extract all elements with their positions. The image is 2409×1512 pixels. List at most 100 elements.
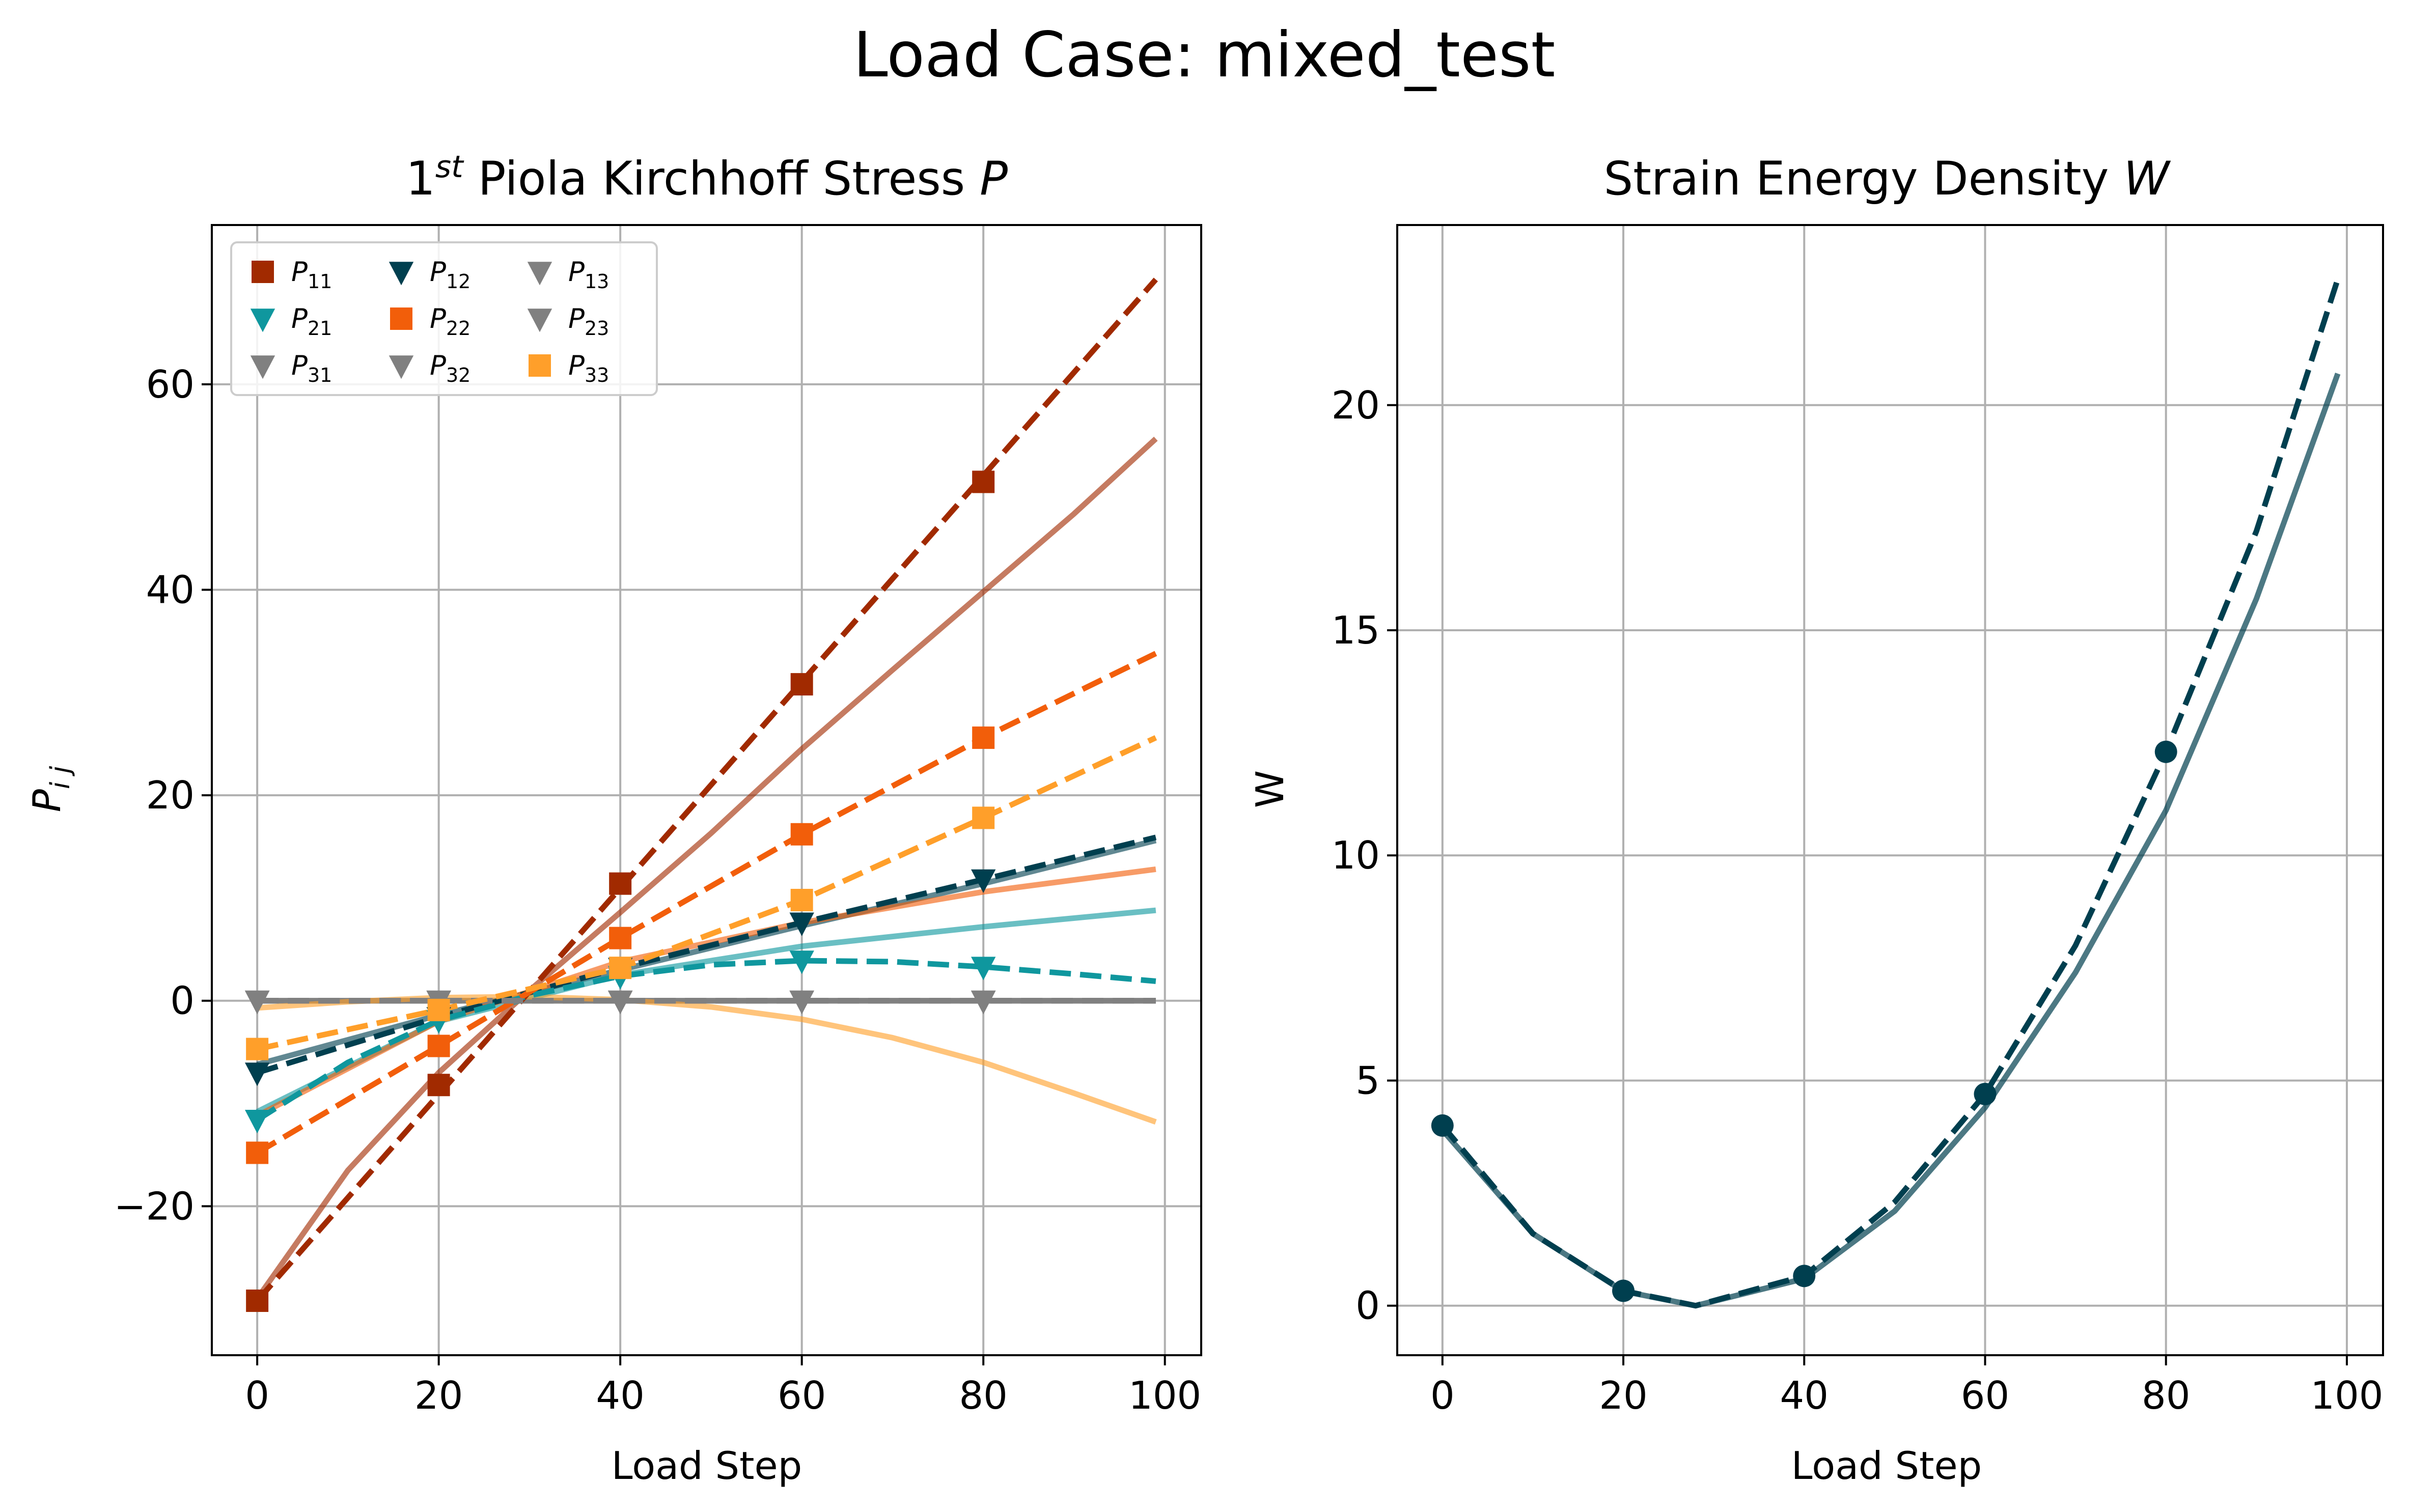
series-P22-marker: [972, 726, 995, 749]
series-P12-marker: [971, 869, 996, 893]
series-P11-marker: [790, 673, 813, 696]
legend-marker-P23: [527, 309, 552, 332]
figure-suptitle: Load Case: mixed_test: [853, 19, 1556, 91]
legend-label-P22: P22: [430, 303, 470, 340]
legend-marker-P22: [390, 307, 412, 330]
legend-entry-P33: P33: [529, 350, 609, 386]
legend-label-P21: P21: [291, 303, 332, 340]
series-P12-marker: [789, 912, 814, 936]
series-P22-marker: [427, 1034, 450, 1057]
energy-axes: Strain Energy Density W Load Step W 0 20 4…: [1248, 152, 2384, 1488]
energy-axes-title: Strain Energy Density W: [1604, 152, 2171, 206]
legend-entry-P21: P21: [250, 303, 332, 340]
series-P33-marker: [609, 957, 632, 979]
stress-ytick-label: 0: [170, 978, 195, 1023]
energy-xtick-label: 20: [1599, 1373, 1647, 1418]
legend-entry-P12: P12: [389, 257, 470, 293]
legend-label-P31: P31: [291, 350, 332, 386]
stress-xtick-label: 40: [596, 1373, 644, 1418]
legend-label-P33: P33: [568, 350, 609, 386]
series-P11-marker: [609, 872, 632, 895]
series-P33-marker: [972, 806, 995, 829]
series-P21-marker: [971, 957, 996, 981]
series-P11-model-line: [255, 436, 1158, 1301]
energy-xtick-label: 0: [1430, 1373, 1455, 1418]
legend-entry-P23: P23: [527, 303, 609, 340]
energy-series-markers: [1431, 740, 2177, 1302]
energy-ytick-label: 15: [1332, 608, 1380, 653]
energy-axes-xlabel: Load Step: [1791, 1443, 1982, 1488]
legend-marker-P33: [529, 354, 551, 377]
series-P33-reference-line: [256, 735, 1157, 1052]
series-P33-marker: [246, 1038, 269, 1060]
series-P22-marker: [246, 1141, 269, 1164]
legend-label-P13: P13: [568, 257, 609, 293]
series-P12-reference-line: [256, 834, 1157, 1076]
series-P32-marker: [607, 990, 633, 1015]
series-P11-reference-line: [255, 277, 1158, 1303]
legend-entry-P22: P22: [390, 303, 470, 340]
series-P21-marker: [244, 1110, 270, 1134]
energy-ytick-label: 5: [1355, 1058, 1380, 1103]
stress-series-lines: [255, 277, 1158, 1303]
stress-ytick-label: 60: [146, 362, 195, 407]
legend-marker-P13: [527, 262, 552, 286]
stress-ytick-label: 20: [146, 773, 195, 818]
series-P32-marker: [244, 990, 270, 1015]
legend-marker-P21: [250, 309, 275, 332]
legend-entry-P11: P11: [252, 257, 332, 293]
series-W-model-line: [1440, 373, 2341, 1309]
stress-axes-title: 1st Piola Kirchhoff Stress P: [406, 149, 1008, 206]
energy-axes-ylabel: W: [1248, 770, 1292, 808]
series-P22-marker: [790, 823, 813, 846]
stress-xtick-label: 100: [1128, 1373, 1201, 1418]
series-W-marker: [2154, 740, 2177, 763]
series-W-reference-line: [1440, 278, 2341, 1309]
series-W-marker: [1974, 1083, 1997, 1106]
energy-ytick-label: 20: [1332, 383, 1380, 428]
legend-entry-P32: P32: [389, 350, 470, 386]
series-W-marker: [1793, 1265, 1816, 1287]
series-P32-marker: [971, 990, 996, 1015]
legend-label-P12: P12: [430, 257, 470, 293]
stress-ytick-label: −20: [114, 1184, 195, 1228]
stress-xtick-label: 60: [778, 1373, 826, 1418]
energy-ytick-label: 10: [1332, 833, 1380, 878]
series-P21-marker: [789, 950, 814, 974]
series-P11-marker: [246, 1290, 269, 1312]
energy-ytick-label: 0: [1355, 1283, 1380, 1328]
legend-marker-P31: [250, 355, 275, 379]
legend-marker-P11: [252, 261, 274, 283]
legend-label-P23: P23: [568, 303, 609, 340]
legend-marker-P12: [389, 262, 414, 286]
series-P12-marker: [244, 1062, 270, 1086]
energy-grid: [1397, 225, 2383, 1355]
stress-axes: 1st Piola Kirchhoff Stress P Load Step P…: [24, 149, 1202, 1488]
legend-label-P32: P32: [430, 350, 470, 386]
stress-xtick-label: 80: [959, 1373, 1007, 1418]
legend-label-P11: P11: [291, 257, 332, 293]
energy-series-lines: [1440, 278, 2341, 1309]
series-P22-marker: [609, 927, 632, 949]
energy-xtick-label: 40: [1780, 1373, 1829, 1418]
stress-axes-ylabel: Pi j: [24, 766, 76, 812]
stress-spines: [211, 224, 1202, 1356]
series-P33-marker: [790, 888, 813, 911]
stress-axes-xlabel: Load Step: [612, 1443, 802, 1488]
stress-legend: P11 P12 P13 P21 P22 P23 P31 P32 P33: [230, 241, 658, 396]
energy-spines: [1396, 224, 2384, 1356]
legend-entry-P13: P13: [527, 257, 609, 293]
energy-xtick-label: 80: [2142, 1373, 2190, 1418]
series-P33-model-line: [257, 994, 1157, 1125]
legend-entry-P31: P31: [250, 350, 332, 386]
stress-xtick-label: 0: [245, 1373, 269, 1418]
series-P32-marker: [789, 990, 814, 1015]
energy-xtick-label: 60: [1961, 1373, 2009, 1418]
series-P11-marker: [972, 470, 995, 493]
legend-marker-P32: [389, 355, 414, 379]
series-P11-marker: [427, 1074, 450, 1097]
energy-xtick-label: 100: [2310, 1373, 2383, 1418]
stress-series-markers: [244, 470, 996, 1312]
